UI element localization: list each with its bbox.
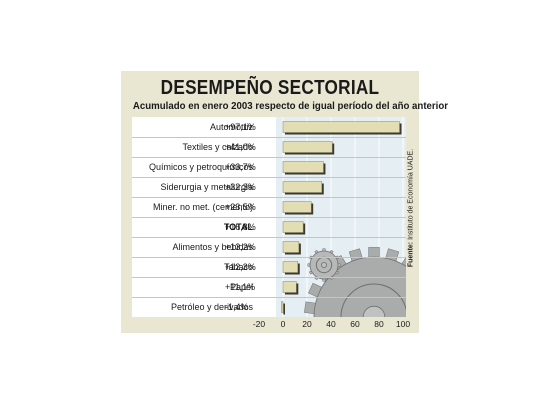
x-tick-label: 0: [280, 319, 286, 329]
x-tick-label: -20: [252, 319, 266, 329]
x-tick-label: 80: [374, 319, 384, 329]
bar: [282, 281, 297, 293]
category-label: Siderurgia y metalurgia: [160, 182, 253, 192]
bar: [282, 221, 304, 233]
category-label: Alimentos y bebidas: [172, 242, 253, 252]
category-label: Automotriz: [209, 122, 253, 132]
bar: [282, 261, 299, 273]
category-label: Miner. no met. (cemento): [152, 202, 253, 212]
source-text: Instituto de Economía UADE.: [407, 148, 415, 240]
value-label: -1,4%: [225, 302, 249, 312]
category-label: Tabaco: [223, 262, 253, 272]
value-label: +16,8%: [225, 222, 256, 232]
value-label: +23,5%: [225, 202, 256, 212]
x-tick-label: 40: [326, 319, 336, 329]
category-label: Textiles y calzado: [182, 142, 253, 152]
chart-subtitle: Acumulado en enero 2003 respecto de igua…: [132, 100, 449, 112]
value-label: +32,3%: [225, 182, 256, 192]
source-label: Fuente:: [407, 241, 415, 268]
value-label: +33,7%: [225, 162, 256, 172]
row-separator: [132, 277, 406, 278]
bar-shadow: [283, 303, 285, 315]
x-tick-label: 100: [395, 319, 411, 329]
category-label: Petróleo y derivados: [170, 302, 253, 312]
bar: [282, 241, 300, 253]
chart-title: DESEMPEÑO SECTORIAL: [160, 77, 380, 99]
category-label: Químicos y petroquímicos: [148, 162, 253, 172]
bar: [282, 121, 400, 133]
row-separator: [132, 257, 406, 258]
row-separator: [132, 217, 406, 218]
bar: [281, 301, 284, 313]
row-separator: [132, 137, 406, 138]
gear-illustration: [304, 247, 406, 317]
bar: [282, 161, 324, 173]
source-note: Fuente: Instituto de Economía UADE.: [408, 149, 415, 267]
x-tick-label: 20: [302, 319, 312, 329]
value-label: +97,1%: [225, 122, 256, 132]
bar: [282, 141, 333, 153]
row-separator: [132, 197, 406, 198]
row-separator: [132, 177, 406, 178]
row-separator: [132, 157, 406, 158]
category-label: Papel: [229, 282, 253, 292]
row-separator: [132, 297, 406, 298]
row-separator: [132, 237, 406, 238]
x-tick-label: 60: [350, 319, 360, 329]
value-label: +11,1%: [225, 282, 256, 292]
bar: [282, 181, 323, 193]
value-label: +13,2%: [225, 242, 256, 252]
bar: [282, 201, 312, 213]
value-label: +12,3%: [225, 262, 256, 272]
category-label: TOTAL: [223, 222, 253, 232]
value-label: +41,0%: [225, 142, 256, 152]
